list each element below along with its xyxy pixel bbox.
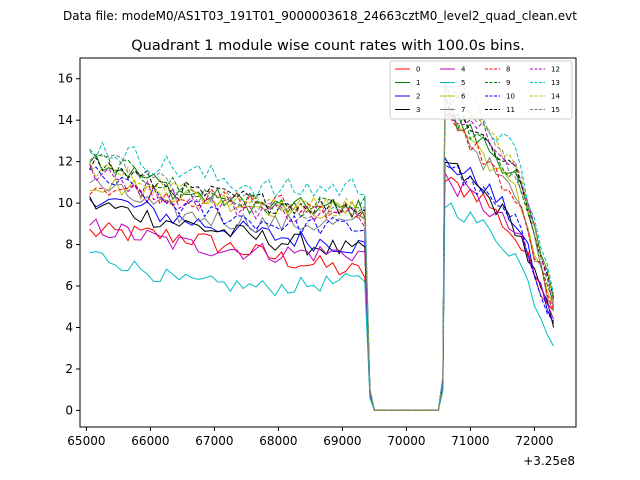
y-tick-label: 4	[65, 320, 73, 334]
y-tick-label: 0	[65, 403, 73, 417]
series-line-10	[89, 163, 554, 411]
legend-label-12: 12	[551, 66, 560, 74]
x-tick-label: 71000	[451, 434, 489, 448]
legend-label-3: 3	[416, 106, 420, 114]
series-line-14	[89, 83, 555, 411]
series-line-13	[89, 85, 555, 411]
x-tick-label: 66000	[131, 434, 169, 448]
legend-label-11: 11	[506, 106, 515, 114]
y-tick-label: 10	[58, 196, 73, 210]
series-line-1	[89, 113, 555, 411]
x-tick-label: 72000	[515, 434, 553, 448]
series-line-9	[89, 96, 555, 411]
legend-label-4: 4	[461, 66, 466, 74]
series-line-0	[89, 176, 554, 411]
x-tick-label: 67000	[195, 434, 233, 448]
legend-label-9: 9	[506, 79, 510, 87]
legend-label-14: 14	[551, 93, 560, 101]
y-tick-label: 16	[58, 72, 73, 86]
series-line-8	[89, 112, 555, 411]
y-tick-label: 12	[58, 155, 73, 169]
legend-label-5: 5	[461, 79, 465, 87]
x-offset-label: +3.25e8	[523, 454, 575, 468]
chart-title: Quadrant 1 module wise count rates with …	[131, 38, 525, 54]
legend-label-2: 2	[416, 93, 420, 101]
y-tick-label: 14	[58, 113, 73, 127]
series-line-2	[89, 155, 555, 411]
suptitle: Data file: modeM0/AS1T03_191T01_90000036…	[63, 9, 577, 23]
legend-label-8: 8	[506, 66, 510, 74]
x-tick-label: 69000	[323, 434, 361, 448]
y-tick-label: 6	[65, 279, 73, 293]
x-tick-label: 65000	[67, 434, 105, 448]
x-tick-label: 70000	[387, 434, 425, 448]
legend-label-1: 1	[416, 79, 420, 87]
legend-label-0: 0	[416, 66, 420, 74]
series-line-7	[89, 106, 555, 411]
y-tick-label: 8	[65, 238, 73, 252]
legend-label-13: 13	[551, 79, 560, 87]
y-tick-label: 2	[65, 362, 73, 376]
axes-frame	[79, 57, 577, 428]
legend-box	[389, 60, 573, 120]
plot-area: 65000 66000 67000 68000 69000 70000 71000 72000…	[58, 57, 577, 448]
series-line-5	[89, 202, 555, 411]
series-layer	[89, 83, 555, 411]
series-line-11	[89, 94, 555, 411]
x-tick-label: 68000	[259, 434, 297, 448]
legend-label-6: 6	[461, 93, 466, 101]
legend-label-10: 10	[506, 93, 515, 101]
series-line-4	[89, 170, 555, 411]
legend-label-15: 15	[551, 106, 560, 114]
legend-label-7: 7	[461, 106, 465, 114]
